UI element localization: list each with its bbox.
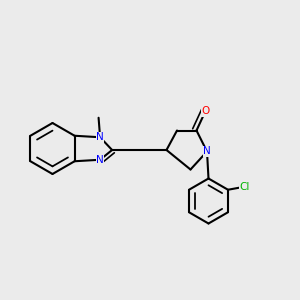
Text: N: N — [96, 132, 104, 142]
Text: N: N — [203, 146, 211, 157]
Text: Cl: Cl — [239, 182, 250, 192]
Text: O: O — [201, 106, 210, 116]
Text: N: N — [96, 155, 104, 165]
